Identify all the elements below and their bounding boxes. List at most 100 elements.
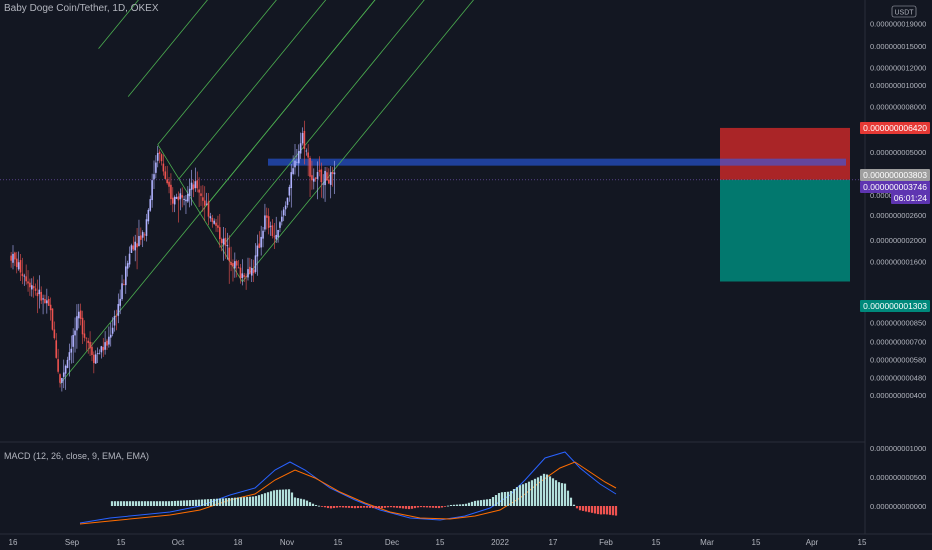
macd-histogram-bar [263, 493, 267, 506]
candle-body [32, 286, 35, 289]
date-tick-label: 17 [549, 538, 558, 547]
candle-body [156, 153, 159, 161]
macd-histogram-bar [548, 476, 552, 506]
macd-tick-label: 0.000000000000 [870, 502, 926, 511]
candle-body [91, 346, 93, 356]
macd-histogram-bar [554, 480, 558, 506]
candle-body [121, 283, 123, 300]
macd-histogram-bar [269, 491, 273, 506]
candle-body [239, 267, 242, 279]
macd-histogram-bar [155, 501, 159, 506]
candle-body [46, 300, 48, 304]
macd-histogram-bar [221, 498, 225, 506]
macd-histogram-bar [284, 489, 288, 506]
macd-histogram-bar [209, 499, 213, 506]
target-zone [720, 127, 850, 180]
macd-histogram-bar [191, 499, 195, 506]
date-tick-label: 15 [752, 538, 761, 547]
macd-histogram-bar [527, 481, 531, 506]
candle-body [23, 275, 26, 277]
candle-body [160, 154, 163, 162]
macd-histogram-bar [482, 499, 486, 506]
candle-body [262, 230, 264, 239]
candle-body [115, 315, 118, 317]
candle-body [151, 180, 153, 201]
candle-body [258, 243, 261, 248]
macd-tick-label: 0.000000001000 [870, 444, 926, 453]
candle-body [158, 151, 161, 154]
macd-histogram-bar [302, 499, 306, 506]
candle-body [134, 241, 136, 251]
macd-histogram-bar [383, 506, 387, 508]
candle-body [164, 171, 167, 179]
macd-histogram-bar [152, 501, 156, 506]
candle-body [51, 308, 54, 330]
macd-histogram-bar [560, 483, 564, 506]
candle-body [333, 172, 336, 175]
candle-body [76, 316, 78, 331]
macd-histogram-bar [236, 497, 240, 506]
macd-histogram-bar [353, 506, 357, 509]
candle-body [25, 276, 27, 282]
candle-body [277, 229, 279, 238]
candle-body [326, 172, 328, 181]
candle-body [196, 180, 199, 189]
candle-body [106, 340, 108, 346]
candle-body [85, 337, 88, 339]
macd-histogram-bar [347, 506, 351, 508]
date-tick-label: Nov [280, 538, 294, 547]
candle-body [264, 215, 266, 230]
candle-body [234, 261, 236, 269]
macd-histogram-bar [317, 505, 321, 507]
candle-body [104, 342, 106, 350]
candle-body [74, 330, 76, 336]
macd-histogram-bar [119, 501, 123, 506]
candle-body [294, 160, 296, 168]
macd-histogram-bar [533, 478, 537, 506]
last-price-tag: 0.000000003746 [860, 181, 930, 193]
macd-histogram-bar [254, 496, 258, 506]
macd-histogram-bar [128, 501, 132, 506]
macd-histogram-bar [260, 494, 264, 506]
candle-body [68, 352, 71, 361]
candle-body [301, 133, 304, 144]
macd-histogram-bar [140, 501, 144, 506]
macd-histogram-bar [332, 506, 336, 509]
candle-body [49, 304, 52, 311]
macd-histogram-bar [242, 497, 246, 506]
candle-body [181, 195, 183, 198]
candle-body [177, 196, 180, 201]
macd-histogram-bar [374, 506, 378, 509]
macd-histogram-bar [185, 500, 189, 506]
macd-histogram-bar [344, 506, 348, 508]
candle-body [219, 227, 221, 240]
price-tick-label: 0.000000000700 [870, 337, 926, 346]
macd-histogram-bar [350, 506, 354, 509]
macd-histogram-bar [314, 504, 318, 506]
candle-body [243, 275, 246, 277]
macd-histogram-bar [113, 501, 117, 506]
macd-histogram-bar [227, 498, 231, 506]
macd-histogram-bar [497, 493, 501, 506]
candle-body [185, 199, 187, 202]
price-tick-label: 0.000000012000 [870, 64, 926, 73]
macd-histogram-bar [614, 506, 618, 516]
macd-histogram-bar [239, 497, 243, 506]
candle-body [145, 219, 148, 236]
candle-body [314, 177, 317, 179]
candle-body [17, 262, 20, 270]
macd-histogram-bar [392, 506, 396, 508]
candle-body [284, 205, 287, 210]
candle-body [213, 220, 215, 224]
macd-histogram-bar [461, 504, 465, 506]
macd-histogram-bar [176, 500, 180, 506]
candle-body [113, 316, 116, 326]
macd-histogram-bar [389, 506, 393, 508]
macd-histogram-bar [545, 474, 549, 506]
macd-histogram-bar [518, 485, 522, 506]
candle-body [282, 209, 285, 216]
candle-body [78, 311, 80, 319]
macd-histogram-bar [137, 501, 141, 506]
candle-body [111, 327, 114, 334]
